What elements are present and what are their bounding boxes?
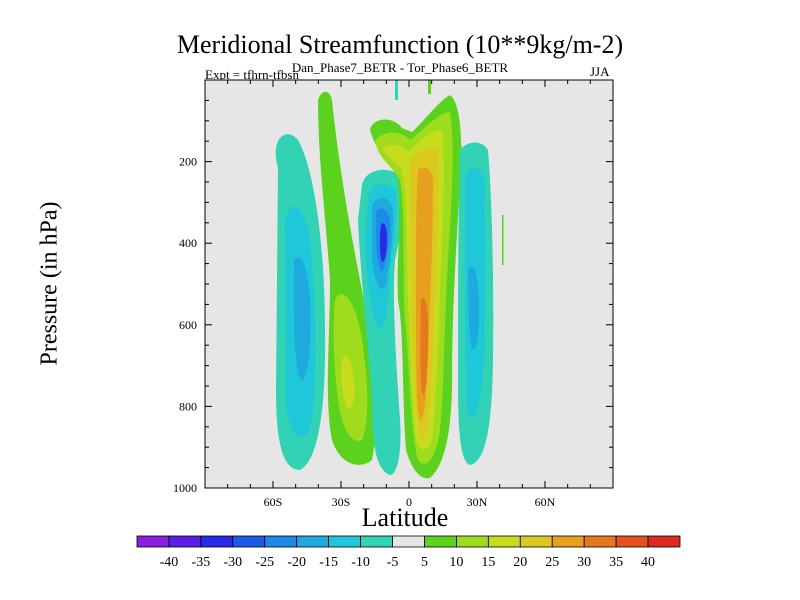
colorbar-swatch xyxy=(360,535,393,548)
x-axis-label: Latitude xyxy=(361,503,449,532)
colorbar-swatch xyxy=(424,535,457,548)
colorbar-label: -10 xyxy=(351,555,370,570)
colorbar-swatch xyxy=(647,535,681,548)
season-label: JJA xyxy=(590,64,610,79)
chart-title: Meridional Streamfunction (10**9kg/m-2) xyxy=(176,30,624,59)
x-tick-label: 0 xyxy=(406,495,412,509)
contour-subtropical-band-core xyxy=(341,356,355,409)
colorbar-label: 40 xyxy=(641,555,655,570)
x-tick-label: 60N xyxy=(535,495,556,509)
colorbar-label: 30 xyxy=(577,555,591,570)
y-tick-label: 1000 xyxy=(173,481,197,495)
contour-northern-cell-core xyxy=(468,266,480,350)
x-tick-label: 30N xyxy=(467,495,488,509)
colorbar-swatch xyxy=(200,535,234,548)
colorbar: -40 -35 -30 -25 -20 -15 -10 -5 5 10 15 20 25 30 35 40 xyxy=(136,535,681,570)
contour-small-feature-3 xyxy=(502,215,504,265)
colorbar-label: -25 xyxy=(255,555,274,570)
colorbar-swatch xyxy=(456,535,489,548)
colorbar-swatch xyxy=(551,535,585,548)
colorbar-label: -20 xyxy=(287,555,306,570)
colorbar-label: 5 xyxy=(421,555,428,570)
colorbar-label: -40 xyxy=(160,555,179,570)
colorbar-label: 20 xyxy=(513,555,527,570)
contour-hadley-cell-core xyxy=(420,298,428,395)
x-tick-label: 30S xyxy=(332,495,351,509)
y-tick-label: 800 xyxy=(179,399,197,413)
colorbar-swatch xyxy=(615,535,649,548)
colorbar-swatch xyxy=(392,535,425,548)
colorbar-label: 15 xyxy=(481,555,495,570)
contour-small-feature-2 xyxy=(428,80,431,94)
contour-small-feature-1 xyxy=(395,80,398,100)
colorbar-swatch xyxy=(232,535,266,548)
y-tick-label: 400 xyxy=(179,236,197,250)
colorbar-label: -35 xyxy=(192,555,211,570)
chart-subtitle: Dan_Phase7_BETR - Tor_Phase6_BETR xyxy=(291,60,509,75)
colorbar-swatch xyxy=(583,535,617,548)
colorbar-swatch xyxy=(487,535,521,548)
colorbar-swatch xyxy=(519,535,553,548)
contour-southern-cell-core xyxy=(293,256,311,380)
y-tick-label: 200 xyxy=(179,155,197,169)
colorbar-swatch xyxy=(264,535,298,548)
colorbar-label: -15 xyxy=(319,555,338,570)
colorbar-label: 10 xyxy=(449,555,463,570)
axes: 60S 30S 0 30N 60N 200 400 600 800 1000 xyxy=(173,80,613,509)
colorbar-swatch xyxy=(328,535,361,548)
contour-field xyxy=(275,80,504,479)
colorbar-label: 35 xyxy=(609,555,623,570)
colorbar-label: -5 xyxy=(387,555,399,570)
colorbar-swatch xyxy=(296,535,330,548)
colorbar-label: -30 xyxy=(223,555,242,570)
colorbar-swatch xyxy=(168,535,202,548)
contour-hadley-cell-orange xyxy=(416,167,433,420)
colorbar-label: 25 xyxy=(545,555,559,570)
experiment-label: Expt = tfhrn-tfbsn xyxy=(205,67,299,82)
colorbar-swatch xyxy=(136,535,170,548)
x-tick-label: 60S xyxy=(264,495,283,509)
contour-equatorial-cell-core xyxy=(379,223,387,262)
y-tick-label: 600 xyxy=(179,318,197,332)
